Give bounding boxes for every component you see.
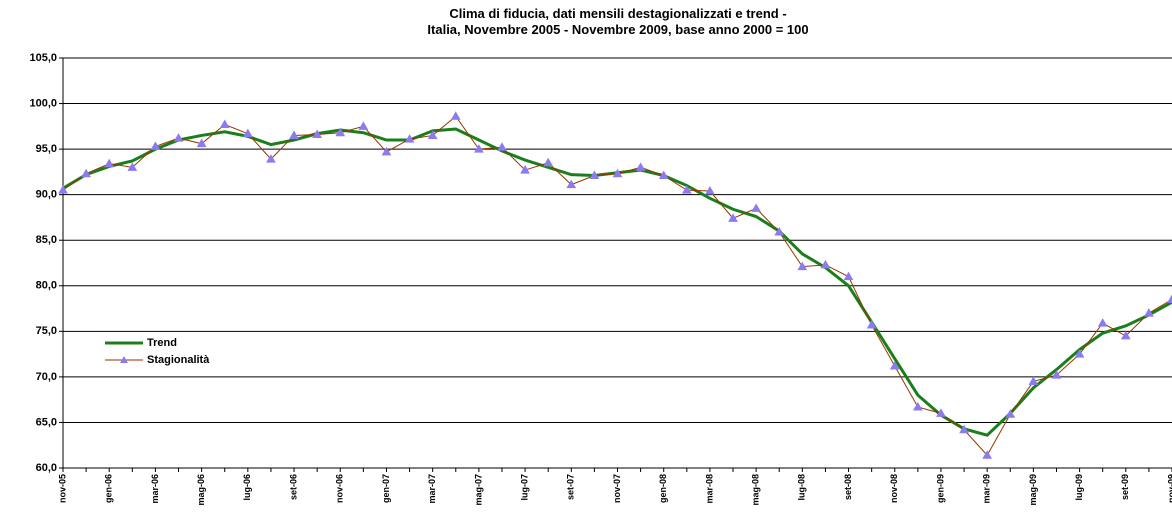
marker	[889, 360, 900, 370]
x-tick-label: mag-07	[473, 474, 483, 506]
marker	[150, 141, 161, 150]
legend-label: Stagionalità	[147, 354, 210, 366]
x-tick-label: gen-09	[935, 474, 945, 503]
marker	[566, 179, 577, 189]
y-tick-label: 90,0	[36, 189, 57, 201]
x-tick-label: mar-08	[704, 474, 714, 504]
marker	[427, 130, 438, 139]
marker	[1097, 318, 1108, 327]
x-tick-label: mar-09	[982, 474, 992, 504]
y-tick-label: 85,0	[36, 234, 57, 246]
x-tick-label: mag-08	[751, 474, 761, 506]
y-tick-label: 105,0	[29, 52, 57, 64]
marker	[1074, 349, 1085, 358]
x-tick-label: nov-05	[57, 474, 67, 503]
marker	[681, 185, 692, 194]
marker	[658, 170, 669, 180]
legend-marker	[120, 356, 128, 363]
marker	[774, 227, 785, 236]
marker	[196, 138, 207, 148]
marker	[1028, 376, 1039, 385]
marker	[266, 154, 276, 163]
marker	[751, 203, 761, 212]
x-tick-label: lug-07	[519, 474, 529, 501]
marker	[1167, 294, 1172, 303]
marker	[820, 259, 831, 269]
x-tick-label: mar-06	[150, 474, 160, 504]
marker	[982, 450, 993, 459]
marker	[543, 157, 554, 167]
chart-title: Clima di fiducia, dati mensili destagion…	[449, 6, 786, 21]
x-tick-label: set-07	[566, 474, 576, 500]
marker	[497, 142, 507, 151]
marker	[1144, 308, 1154, 317]
y-tick-label: 65,0	[36, 416, 57, 428]
marker	[127, 162, 138, 171]
x-tick-label: gen-07	[381, 474, 391, 503]
marker	[866, 319, 877, 329]
marker	[936, 408, 946, 417]
marker	[335, 127, 346, 137]
marker	[1051, 370, 1062, 379]
marker	[635, 162, 646, 171]
marker	[358, 121, 369, 130]
chart-title: Italia, Novembre 2005 - Novembre 2009, b…	[427, 22, 808, 37]
marker	[843, 271, 854, 281]
marker	[450, 111, 461, 120]
x-tick-label: nov-09	[1166, 474, 1172, 503]
y-tick-label: 80,0	[36, 280, 57, 292]
x-tick-label: nov-07	[612, 474, 622, 503]
x-tick-label: set-09	[1120, 474, 1130, 500]
marker	[173, 133, 184, 142]
marker	[912, 401, 923, 411]
marker	[705, 186, 715, 195]
marker	[1005, 409, 1016, 418]
marker	[1120, 330, 1131, 340]
y-tick-label: 95,0	[36, 143, 57, 155]
x-tick-label: mag-09	[1028, 474, 1038, 506]
marker	[312, 129, 323, 139]
marker	[589, 170, 600, 180]
x-tick-label: mag-06	[196, 474, 206, 506]
marker	[242, 128, 253, 138]
marker	[728, 213, 738, 222]
x-tick-label: gen-06	[104, 474, 114, 503]
marker	[58, 185, 68, 194]
marker	[612, 168, 623, 178]
x-tick-label: nov-06	[335, 474, 345, 503]
x-tick-label: nov-08	[889, 474, 899, 503]
marker	[104, 158, 115, 168]
marker	[520, 165, 530, 174]
marker	[289, 130, 299, 139]
x-tick-label: gen-08	[658, 474, 668, 503]
y-tick-label: 70,0	[36, 371, 57, 383]
marker	[81, 168, 91, 178]
x-tick-label: lug-09	[1074, 474, 1084, 501]
legend-label: Trend	[147, 337, 177, 349]
x-tick-label: lug-08	[797, 474, 807, 501]
x-tick-label: set-08	[843, 474, 853, 500]
y-tick-label: 100,0	[29, 97, 57, 109]
marker	[474, 144, 484, 153]
marker	[404, 134, 415, 143]
x-tick-label: set-06	[288, 474, 298, 500]
marker	[959, 424, 969, 434]
marker	[219, 119, 230, 129]
y-tick-label: 60,0	[36, 462, 57, 474]
y-tick-label: 75,0	[36, 325, 57, 337]
marker	[381, 146, 392, 156]
x-tick-label: mar-07	[427, 474, 437, 504]
x-tick-label: lug-06	[242, 474, 252, 501]
marker	[797, 261, 808, 271]
